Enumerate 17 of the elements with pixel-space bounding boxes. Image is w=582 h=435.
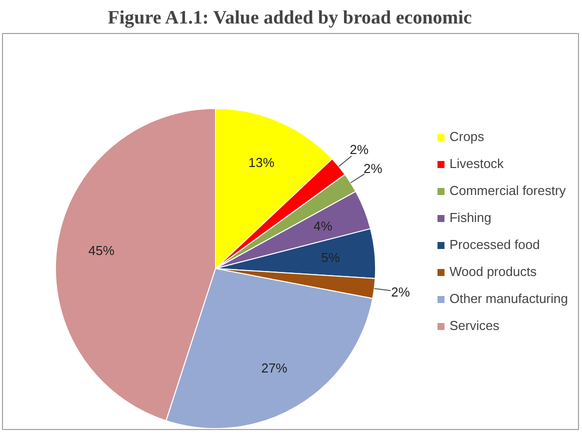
legend-label: Processed food <box>449 237 540 252</box>
legend-label: Wood products <box>449 264 537 279</box>
chart-title: Figure A1.1: Value added by broad economic <box>108 8 472 28</box>
legend-label: Services <box>449 318 500 333</box>
data-label: 13% <box>248 155 275 170</box>
legend-label: Other manufacturing <box>449 291 568 306</box>
data-label: 2% <box>364 161 383 176</box>
data-label: 2% <box>350 142 369 158</box>
legend-label: Crops <box>449 129 484 144</box>
legend-label: Commercial forestry <box>449 183 566 198</box>
legend-label: Livestock <box>449 156 504 171</box>
data-label: 45% <box>88 242 115 258</box>
data-label: 2% <box>391 284 410 300</box>
data-label: 5% <box>321 250 340 266</box>
legend-label: Fishing <box>449 210 492 225</box>
data-label: 4% <box>313 218 333 234</box>
data-label: 27% <box>261 360 288 376</box>
